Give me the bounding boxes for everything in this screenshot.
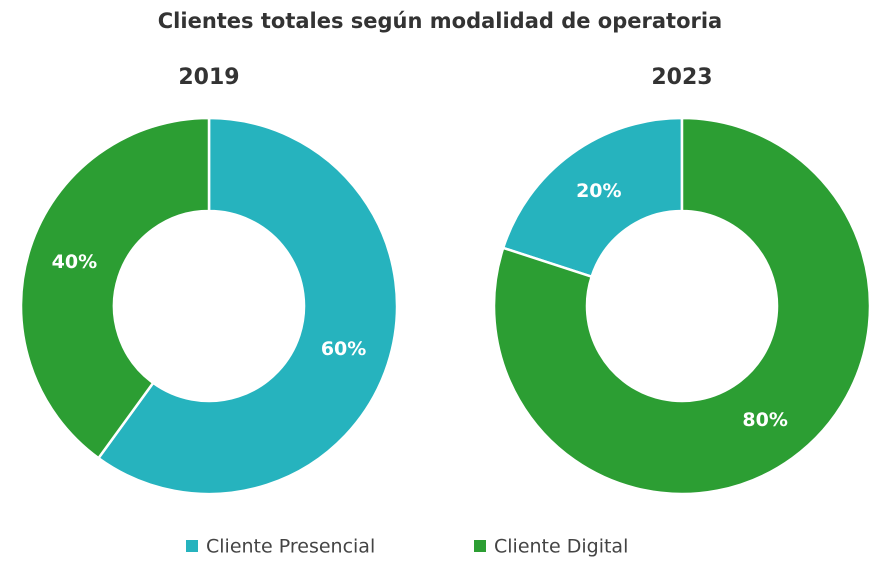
chart-subtitle: 2023: [651, 65, 712, 90]
donut-slice: [96, 116, 399, 496]
legend-swatch: [474, 540, 486, 552]
donut-slice: [492, 116, 872, 496]
legend-swatch: [186, 540, 198, 552]
legend-label: Cliente Presencial: [206, 536, 375, 558]
chart-title: Clientes totales según modalidad de oper…: [158, 9, 722, 33]
data-label: 80%: [742, 409, 787, 431]
donut-slice: [19, 116, 211, 460]
chart-subtitle: 2019: [178, 65, 239, 90]
data-label: 40%: [52, 251, 97, 273]
donut-slice: [501, 116, 684, 279]
data-label: 20%: [576, 180, 621, 202]
data-label: 60%: [321, 338, 366, 360]
legend-label: Cliente Digital: [494, 536, 628, 558]
